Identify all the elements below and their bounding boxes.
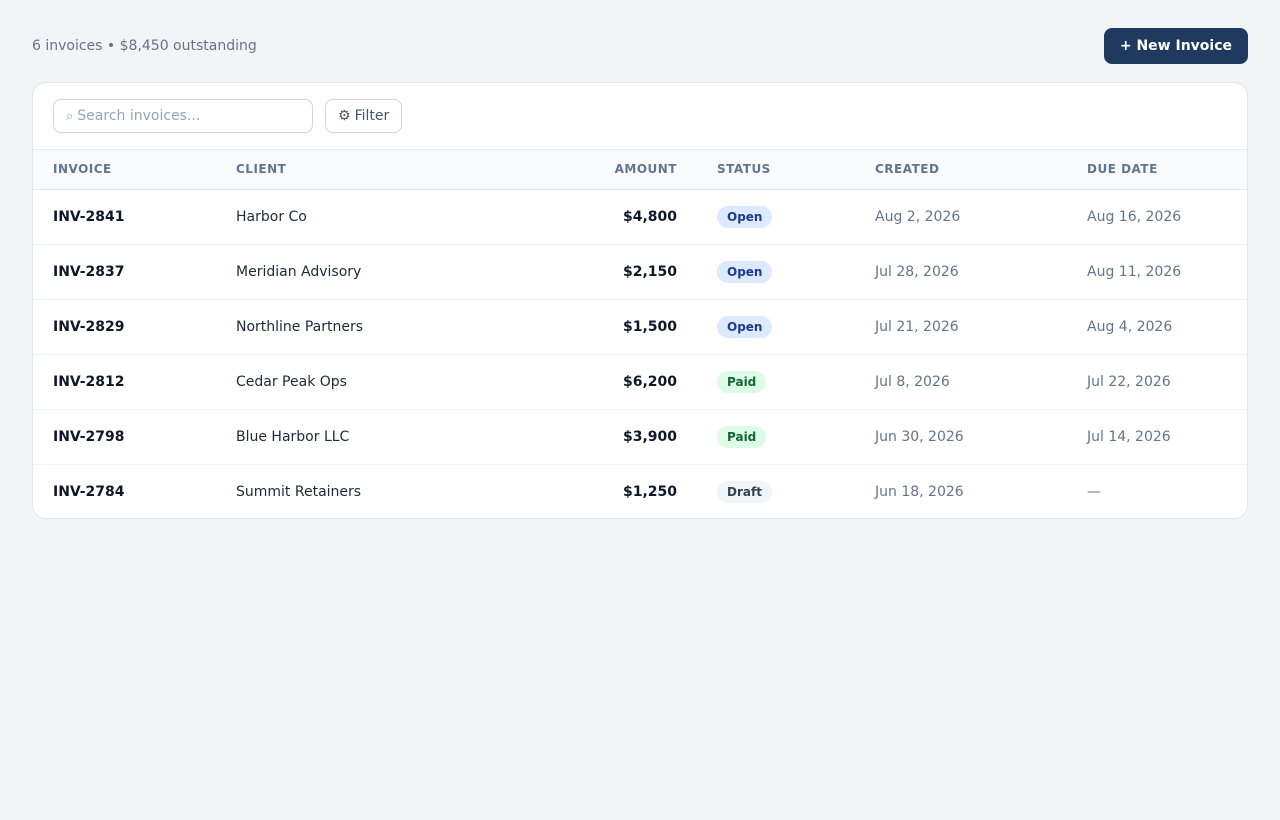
search-box[interactable]: ⌕ — [53, 99, 313, 133]
created-date: Jun 18, 2026 — [875, 483, 964, 500]
table-header-row: INVOICE CLIENT AMOUNT STATUS CREATED DUE… — [33, 150, 1247, 190]
client-name: Harbor Co — [236, 208, 307, 225]
new-invoice-button[interactable]: + New Invoice — [1103, 28, 1248, 64]
invoice-id[interactable]: INV-2798 — [53, 428, 125, 445]
invoice-amount: $1,500 — [622, 318, 677, 335]
table-row[interactable]: INV-2837 Meridian Advisory $2,150 Open J… — [33, 243, 1247, 299]
invoice-id[interactable]: INV-2841 — [53, 208, 125, 225]
due-date: — — [1087, 483, 1101, 500]
column-header-status[interactable]: STATUS — [677, 150, 875, 190]
invoice-id[interactable]: INV-2837 — [53, 263, 125, 280]
table-row[interactable]: INV-2798 Blue Harbor LLC $3,900 Paid Jun… — [33, 408, 1247, 464]
status-badge: Draft — [717, 480, 772, 503]
due-date: Aug 16, 2026 — [1087, 208, 1182, 225]
column-header-due-date[interactable]: DUE DATE — [1087, 150, 1247, 190]
status-badge: Open — [717, 260, 773, 283]
column-header-created[interactable]: CREATED — [875, 150, 1087, 190]
created-date: Aug 2, 2026 — [875, 208, 961, 225]
column-header-amount[interactable]: AMOUNT — [536, 150, 677, 190]
client-name: Summit Retainers — [236, 483, 362, 500]
status-badge: Paid — [717, 425, 767, 448]
invoice-amount: $1,250 — [622, 483, 677, 500]
due-date: Jul 22, 2026 — [1087, 373, 1171, 390]
search-icon: ⌕ — [66, 108, 74, 124]
client-name: Cedar Peak Ops — [236, 373, 347, 390]
column-header-client[interactable]: CLIENT — [236, 150, 536, 190]
created-date: Jun 30, 2026 — [875, 428, 964, 445]
table-row[interactable]: INV-2812 Cedar Peak Ops $6,200 Paid Jul … — [33, 353, 1247, 409]
page-header: 6 invoices • $8,450 outstanding + New In… — [32, 28, 1248, 64]
table-row[interactable]: INV-2841 Harbor Co $4,800 Open Aug 2, 20… — [33, 189, 1247, 244]
search-input[interactable] — [77, 108, 298, 124]
invoice-amount: $2,150 — [622, 263, 677, 280]
column-header-invoice[interactable]: INVOICE — [33, 150, 236, 190]
table-toolbar: ⌕ ⚙ Filter — [33, 83, 1247, 150]
table-row[interactable]: INV-2784 Summit Retainers $1,250 Draft J… — [33, 463, 1247, 518]
created-date: Jul 21, 2026 — [875, 318, 959, 335]
table-row[interactable]: INV-2829 Northline Partners $1,500 Open … — [33, 298, 1247, 354]
invoice-summary: 6 invoices • $8,450 outstanding — [32, 38, 257, 54]
client-name: Meridian Advisory — [236, 263, 362, 280]
created-date: Jul 28, 2026 — [875, 263, 959, 280]
invoice-amount: $3,900 — [622, 428, 677, 445]
client-name: Northline Partners — [236, 318, 364, 335]
invoice-amount: $4,800 — [622, 208, 677, 225]
invoice-id[interactable]: INV-2784 — [53, 483, 125, 500]
filter-button[interactable]: ⚙ Filter — [325, 99, 403, 133]
due-date: Aug 4, 2026 — [1087, 318, 1173, 335]
status-badge: Paid — [717, 370, 767, 393]
invoices-card: ⌕ ⚙ Filter INVOICE CLIENT AMOUNT STATUS … — [32, 82, 1248, 519]
status-badge: Open — [717, 315, 773, 338]
due-date: Aug 11, 2026 — [1087, 263, 1182, 280]
status-badge: Open — [717, 205, 773, 228]
filter-label: Filter — [354, 108, 390, 124]
invoice-amount: $6,200 — [622, 373, 677, 390]
invoice-id[interactable]: INV-2829 — [53, 318, 125, 335]
invoices-table: INVOICE CLIENT AMOUNT STATUS CREATED DUE… — [33, 150, 1247, 518]
client-name: Blue Harbor LLC — [236, 428, 350, 445]
invoice-id[interactable]: INV-2812 — [53, 373, 125, 390]
created-date: Jul 8, 2026 — [875, 373, 950, 390]
due-date: Jul 14, 2026 — [1087, 428, 1171, 445]
gear-icon: ⚙ — [338, 108, 351, 124]
